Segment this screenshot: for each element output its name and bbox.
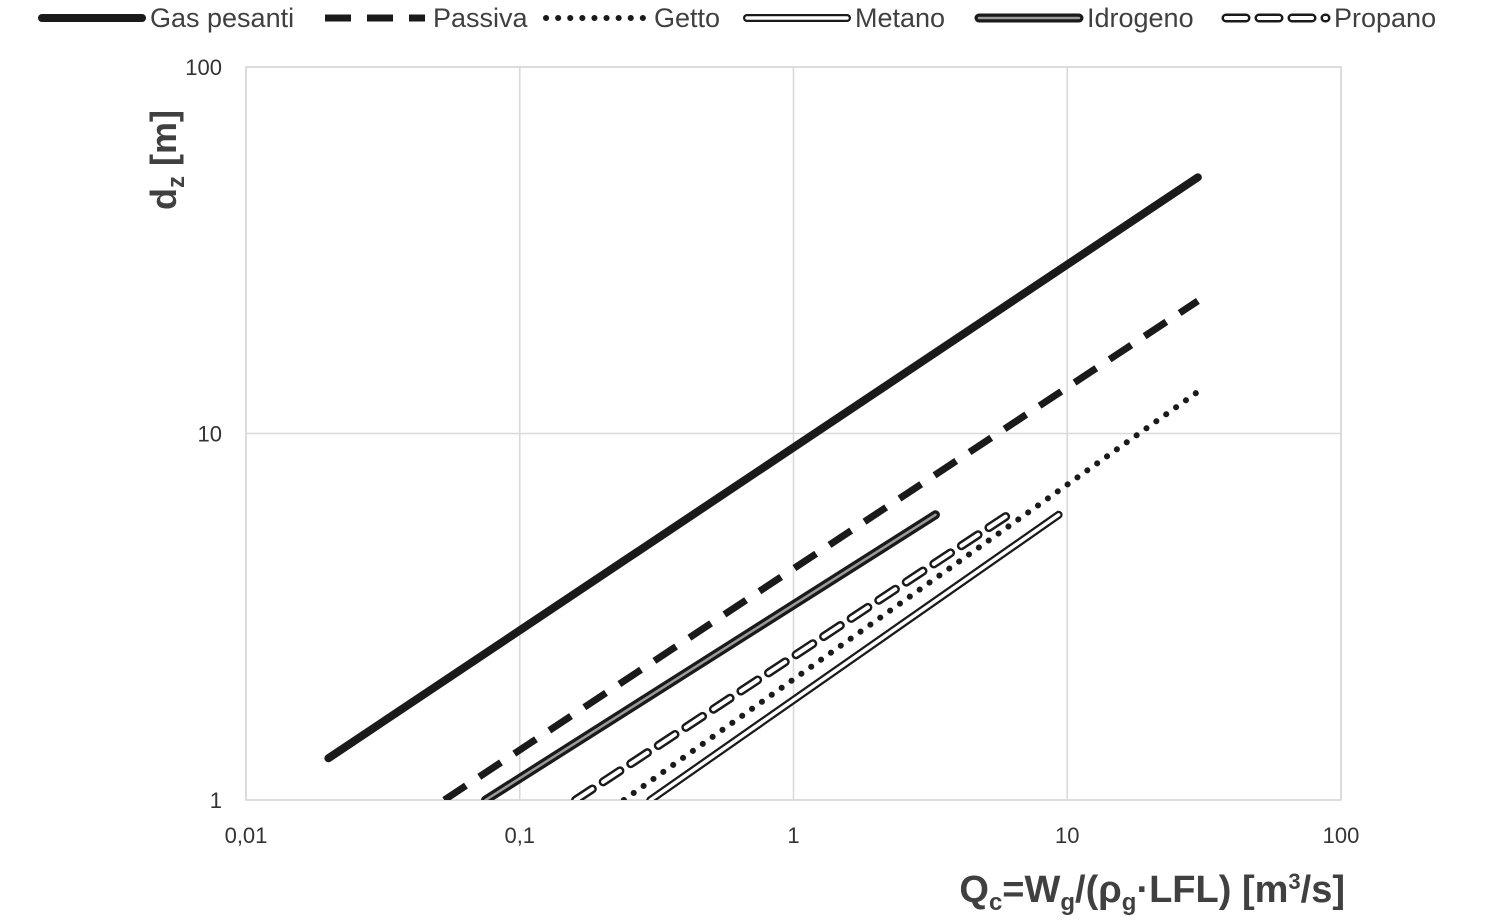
plot-area-border: [245, 66, 1342, 801]
plot-series: [324, 173, 1202, 800]
y-tick-label: 1: [210, 788, 222, 813]
x-tick-label: 0,01: [225, 823, 268, 848]
x-tick-label: 1: [787, 823, 799, 848]
y-tick-label: 100: [185, 55, 222, 80]
series-line-getto: [620, 388, 1201, 800]
series-line-metano: [646, 510, 1063, 800]
grid-lines: [245, 66, 1342, 801]
x-tick-label: 0,1: [504, 823, 535, 848]
y-axis-title: dz [m]: [143, 110, 190, 210]
legend: Gas pesanti Passiva Getto Metano Idrogeno Pro…: [38, 3, 1436, 33]
legend-label-getto: Getto: [654, 3, 720, 33]
legend-label-metano: Metano: [855, 3, 945, 33]
series-line-propano: [571, 507, 1017, 800]
x-tick-label: 10: [1055, 823, 1079, 848]
tick-labels: 0,01 0,1 1 10 100 1 10 100: [185, 55, 1359, 848]
series-line-idrogeno: [481, 510, 940, 800]
series-line-gas-pesanti: [324, 173, 1202, 763]
legend-label-idrogeno: Idrogeno: [1087, 3, 1194, 33]
legend-label-gas-pesanti: Gas pesanti: [150, 3, 294, 33]
series-line-passiva: [442, 298, 1200, 800]
legend-label-passiva: Passiva: [433, 3, 529, 33]
y-tick-label: 10: [198, 422, 222, 447]
x-axis-title: Qc=Wg/(ρg·LFL) [m3/s]: [959, 869, 1345, 916]
x-tick-label: 100: [1323, 823, 1360, 848]
legend-label-propano: Propano: [1334, 3, 1436, 33]
